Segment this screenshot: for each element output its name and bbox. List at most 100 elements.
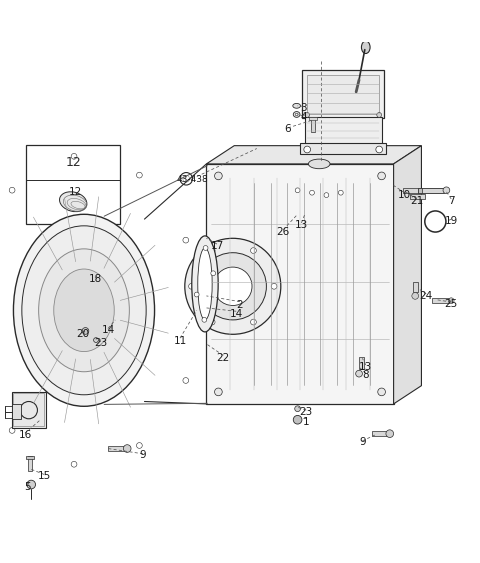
Circle shape [338,190,343,195]
Text: 9: 9 [140,450,146,461]
Text: 14: 14 [101,325,115,336]
Text: 21: 21 [410,196,423,206]
Text: 14: 14 [229,309,243,319]
Circle shape [295,406,300,412]
Polygon shape [206,146,421,164]
Circle shape [271,283,277,289]
Circle shape [189,283,194,289]
Text: 12: 12 [69,187,83,197]
Bar [418,188,444,193]
Bar [305,117,382,145]
Circle shape [9,187,15,193]
Circle shape [215,388,222,396]
Text: 26: 26 [276,226,290,236]
Ellipse shape [361,41,370,53]
Text: 4: 4 [300,113,307,122]
Bar [413,282,418,292]
Circle shape [27,480,36,489]
Circle shape [443,187,450,194]
Text: 23: 23 [300,407,313,417]
Text: 25: 25 [444,299,458,309]
Text: 17: 17 [210,241,224,251]
Ellipse shape [38,249,130,372]
Circle shape [356,370,362,377]
Text: 18: 18 [88,274,102,284]
Circle shape [376,146,383,153]
Circle shape [199,253,266,320]
Circle shape [386,430,394,437]
Ellipse shape [60,192,87,212]
Circle shape [348,91,360,103]
Text: 10: 10 [398,190,411,200]
Circle shape [378,388,385,396]
Circle shape [412,293,419,300]
Bar [28,455,32,471]
Text: 2: 2 [237,300,243,310]
Circle shape [378,172,385,180]
Circle shape [310,190,314,195]
Circle shape [209,248,215,253]
Circle shape [136,172,142,178]
Text: 9: 9 [359,437,366,447]
Bar [108,446,127,451]
Ellipse shape [293,111,300,117]
Circle shape [194,292,199,297]
Text: 24: 24 [420,291,433,301]
Text: 11: 11 [173,336,187,346]
Text: 16: 16 [18,430,32,440]
Circle shape [214,267,252,306]
Ellipse shape [198,248,212,320]
Ellipse shape [293,104,300,108]
Text: 5: 5 [24,482,31,492]
Circle shape [251,319,256,325]
Ellipse shape [309,159,330,169]
Bar [12,404,21,419]
Text: 8: 8 [362,370,369,380]
Ellipse shape [54,269,114,351]
Circle shape [448,298,454,303]
Circle shape [123,445,131,453]
Text: 3: 3 [300,102,307,113]
Text: 20: 20 [76,329,89,339]
Circle shape [183,378,189,383]
Bar [13,394,44,426]
Text: 22: 22 [216,354,230,363]
Circle shape [293,415,302,424]
Circle shape [304,146,311,153]
Polygon shape [394,146,421,404]
Circle shape [71,462,77,467]
Ellipse shape [295,113,298,115]
Bar [302,70,384,118]
Circle shape [251,248,256,253]
Circle shape [215,172,222,180]
Bar [12,392,46,428]
Bar [309,117,317,120]
Circle shape [324,193,329,198]
Circle shape [136,443,142,448]
Bar [372,431,389,436]
Circle shape [82,328,89,334]
Text: 23: 23 [94,338,108,348]
Circle shape [202,318,207,322]
Circle shape [183,237,189,243]
Polygon shape [206,164,394,404]
Bar [307,75,379,114]
Bar [432,298,449,303]
Bar [359,357,364,369]
Text: 19: 19 [444,216,458,226]
Text: 1: 1 [303,417,310,427]
Circle shape [203,245,208,251]
Bar [26,455,34,459]
Circle shape [185,238,281,334]
Text: 6: 6 [285,124,291,134]
Bar [300,143,386,154]
Bar [410,194,425,199]
Circle shape [94,338,98,342]
Text: 13: 13 [295,220,308,230]
Bar [26,145,120,224]
Text: 15: 15 [37,471,51,481]
Circle shape [305,113,310,117]
Circle shape [71,154,77,159]
Ellipse shape [13,215,155,406]
Bar [418,188,422,193]
